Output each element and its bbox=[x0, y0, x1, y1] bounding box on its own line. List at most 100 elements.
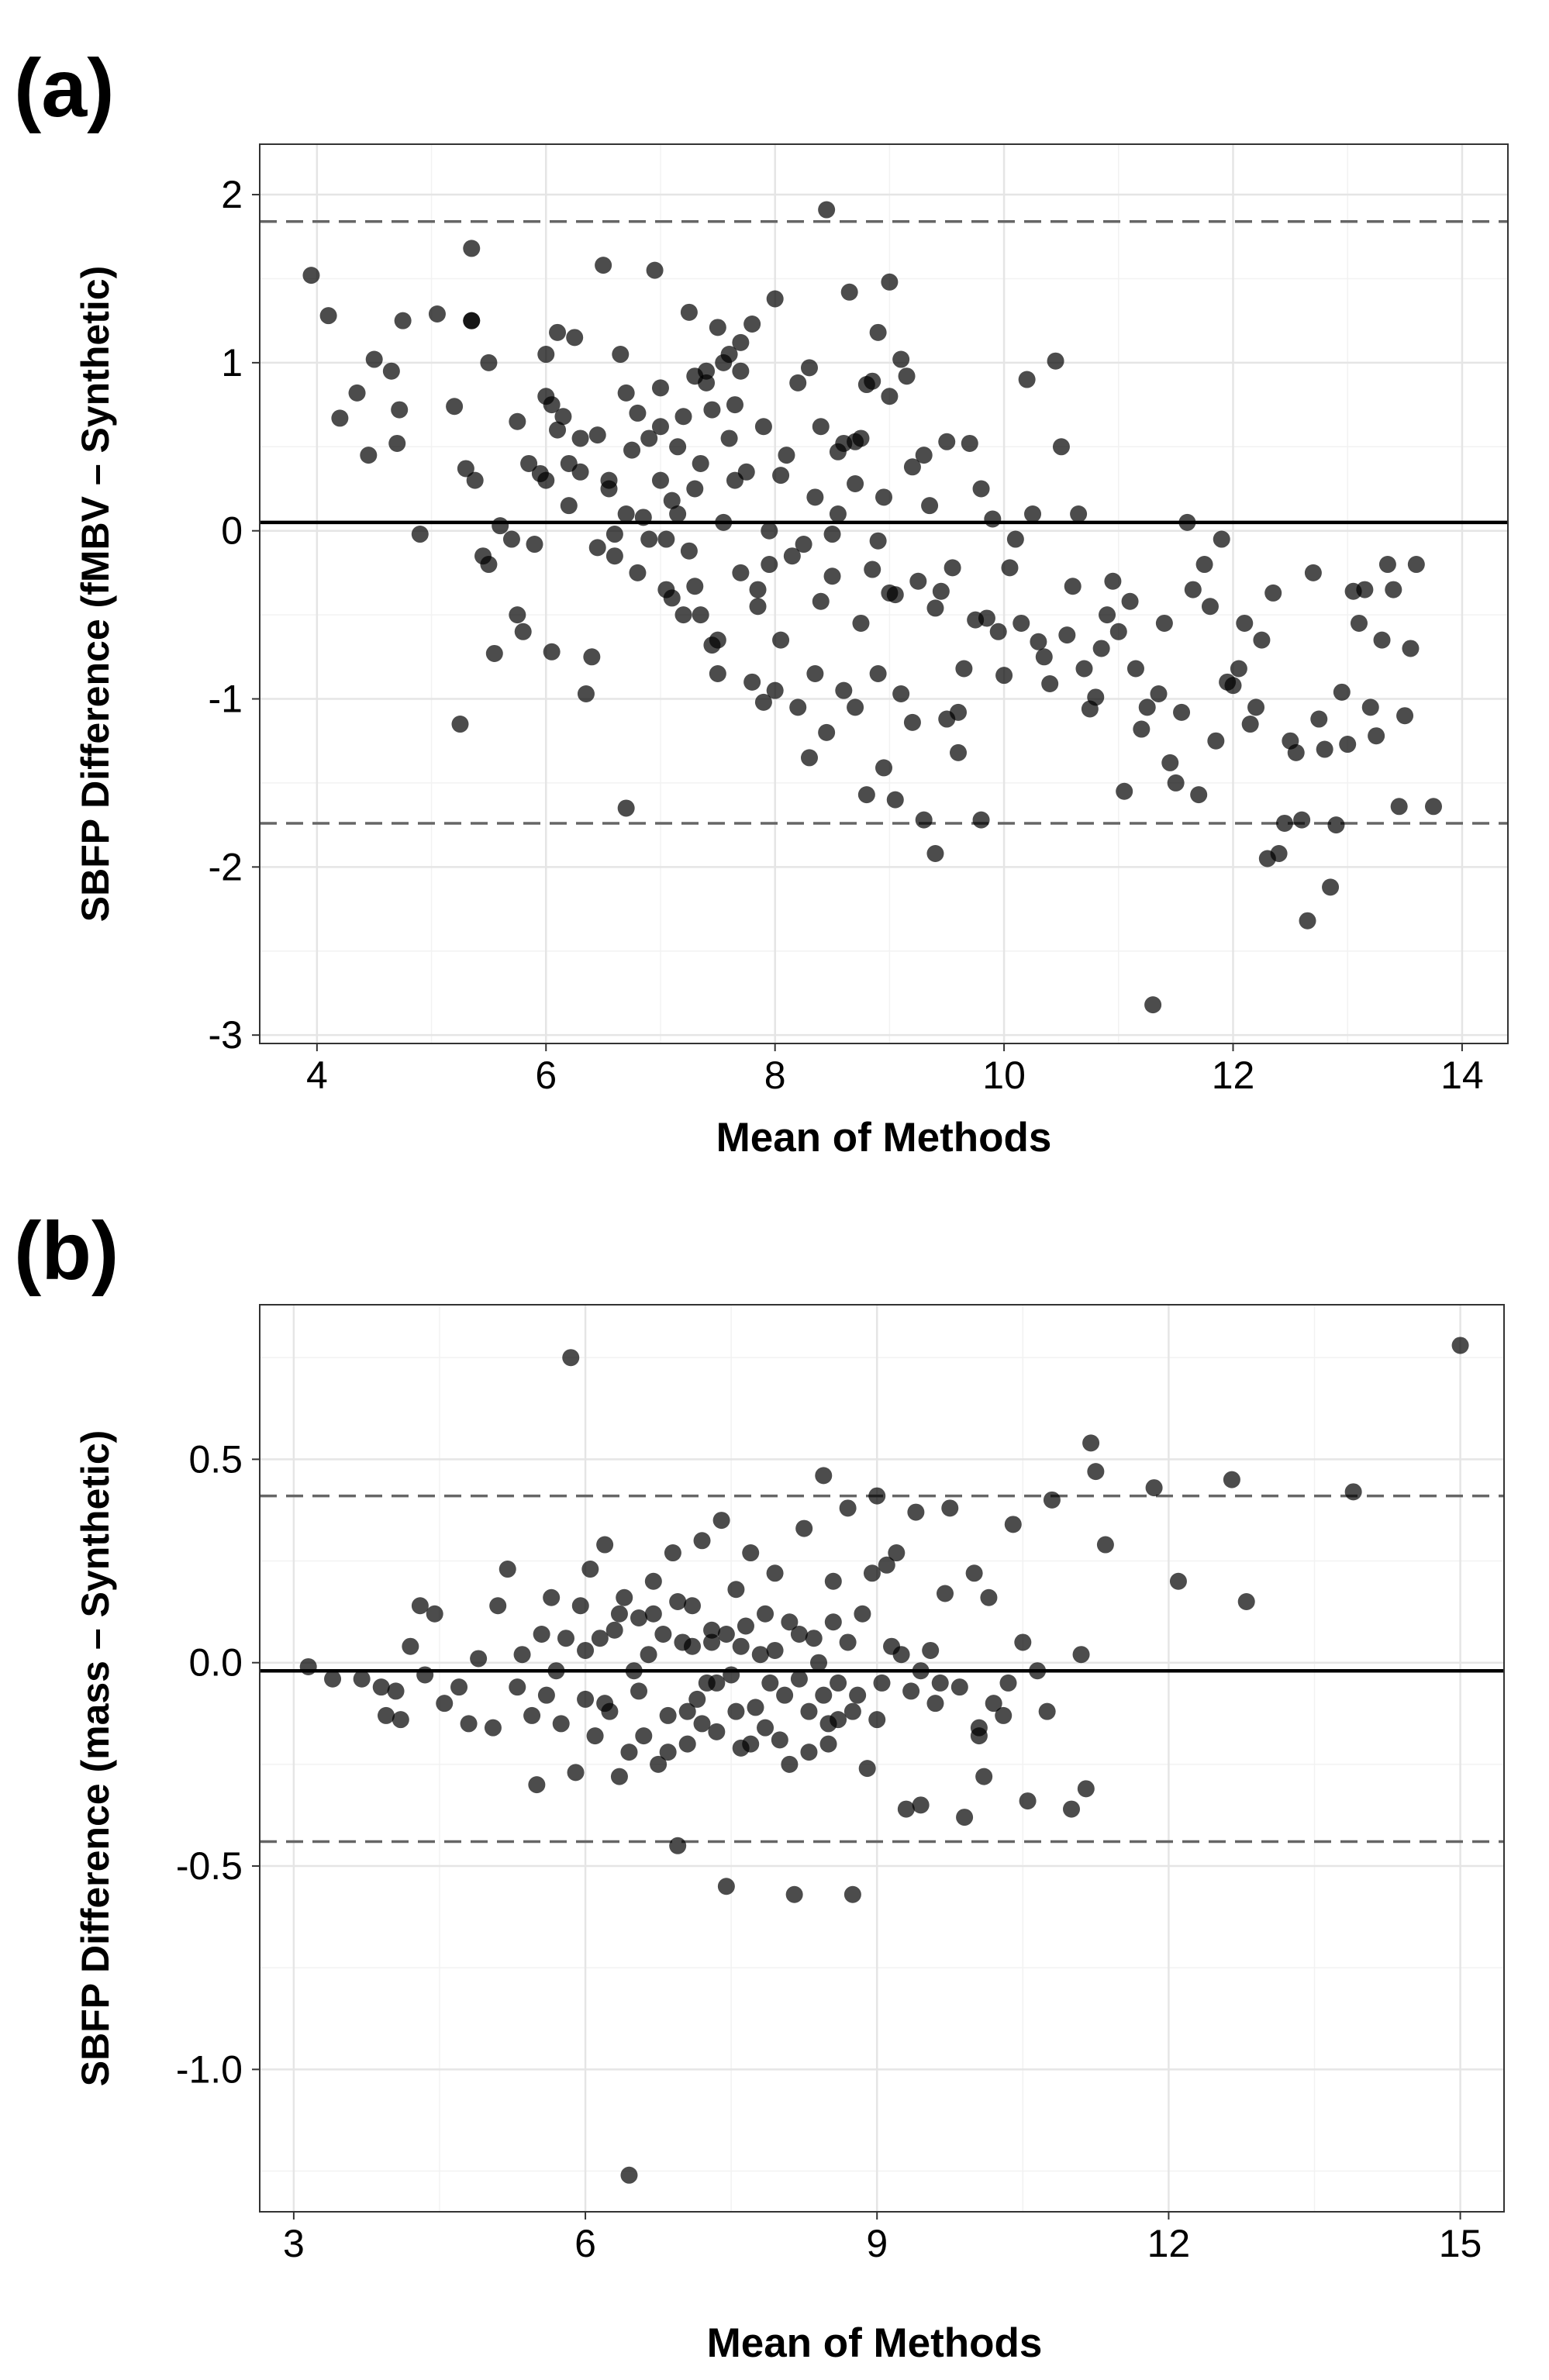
a-data-point bbox=[1178, 513, 1196, 531]
a-data-point bbox=[502, 530, 520, 548]
b-data-point bbox=[805, 1630, 823, 1647]
a-data-point bbox=[686, 480, 704, 498]
a-data-point bbox=[331, 409, 349, 427]
b-data-point bbox=[956, 1809, 974, 1826]
a-data-point bbox=[1018, 371, 1036, 388]
a-data-point bbox=[915, 447, 933, 464]
b-data-point bbox=[843, 1702, 861, 1720]
b-data-point bbox=[824, 1572, 842, 1590]
a-data-point bbox=[795, 536, 812, 554]
a-data-point bbox=[543, 396, 561, 414]
a-data-point bbox=[411, 526, 429, 543]
a-data-point bbox=[926, 844, 944, 862]
b-data-point bbox=[1077, 1780, 1095, 1798]
b-data-point bbox=[985, 1695, 1002, 1713]
a-data-point bbox=[583, 648, 601, 666]
b-data-point bbox=[693, 1532, 711, 1550]
a-data-point bbox=[1293, 811, 1311, 829]
b-data-point bbox=[1082, 1434, 1100, 1452]
b-data-point bbox=[931, 1674, 949, 1692]
b-data-point bbox=[577, 1690, 595, 1708]
a-data-point bbox=[1087, 688, 1105, 706]
a-data-point bbox=[1047, 352, 1064, 370]
b-data-point bbox=[654, 1625, 672, 1643]
a-data-point bbox=[509, 606, 526, 624]
a-data-point bbox=[588, 539, 606, 557]
b-data-point bbox=[581, 1561, 599, 1578]
b-data-point bbox=[912, 1796, 930, 1814]
a-data-point bbox=[829, 505, 847, 523]
panel-b-x-axis-title: Mean of Methods bbox=[707, 2320, 1043, 2366]
b-data-point bbox=[781, 1613, 799, 1631]
a-data-point bbox=[1390, 798, 1408, 816]
a-data-point bbox=[1350, 614, 1368, 632]
a-data-point bbox=[1092, 640, 1110, 657]
a-data-point bbox=[388, 434, 406, 452]
b-y-tick-label: 0.0 bbox=[188, 1641, 243, 1685]
b-data-point bbox=[460, 1715, 478, 1733]
a-data-point bbox=[629, 564, 647, 581]
a-data-point bbox=[955, 660, 973, 678]
a-data-point bbox=[938, 710, 956, 728]
a-data-point bbox=[1190, 786, 1208, 804]
b-data-point bbox=[426, 1605, 443, 1623]
b-data-point bbox=[843, 1885, 861, 1903]
b-y-tick-label: 0.5 bbox=[188, 1437, 243, 1481]
b-data-point bbox=[723, 1666, 740, 1684]
a-data-point bbox=[823, 526, 841, 543]
a-data-point bbox=[1013, 614, 1030, 632]
a-data-point bbox=[812, 418, 830, 436]
b-data-point bbox=[620, 2166, 638, 2184]
a-y-tick-label: -3 bbox=[209, 1013, 243, 1057]
a-data-point bbox=[1099, 606, 1116, 624]
a-data-point bbox=[669, 438, 687, 456]
b-data-point bbox=[888, 1544, 906, 1562]
b-data-point bbox=[800, 1702, 818, 1720]
a-y-tick-label: -1 bbox=[209, 678, 243, 721]
a-data-point bbox=[1368, 727, 1385, 745]
b-x-tick-label: 3 bbox=[283, 2222, 305, 2265]
b-data-point bbox=[610, 1605, 628, 1623]
b-data-point bbox=[941, 1499, 959, 1517]
a-data-point bbox=[1356, 581, 1374, 598]
b-data-point bbox=[513, 1646, 531, 1664]
a-data-point bbox=[1064, 578, 1082, 595]
a-data-point bbox=[457, 460, 474, 478]
a-x-tick-label: 12 bbox=[1212, 1054, 1255, 1097]
a-data-point bbox=[1006, 530, 1024, 548]
panel-a-y-ticks: 2 1 0 -1 -2 -3 bbox=[209, 173, 260, 1057]
a-data-point bbox=[686, 578, 704, 595]
b-data-point bbox=[727, 1702, 745, 1720]
a-data-point bbox=[1396, 707, 1414, 725]
a-data-point bbox=[783, 547, 801, 565]
b-data-point bbox=[1223, 1471, 1240, 1488]
a-data-point bbox=[806, 664, 824, 682]
b-data-point bbox=[372, 1678, 390, 1696]
a-y-tick-label: 2 bbox=[221, 173, 243, 216]
a-data-point bbox=[674, 408, 692, 426]
a-data-point bbox=[600, 471, 618, 489]
b-data-point bbox=[868, 1487, 886, 1505]
a-data-point bbox=[938, 433, 956, 450]
panel-a: (a) 4 6 8 10 12 14 210-1-2-3 Mean of Methods … bbox=[14, 43, 1509, 1161]
b-data-point bbox=[815, 1467, 833, 1485]
a-data-point bbox=[588, 426, 606, 444]
a-data-point bbox=[944, 559, 961, 577]
a-data-point bbox=[961, 434, 978, 452]
a-data-point bbox=[485, 644, 503, 662]
b-data-point bbox=[610, 1768, 628, 1785]
b-data-point bbox=[644, 1605, 662, 1623]
b-data-point bbox=[552, 1715, 570, 1733]
a-data-point bbox=[921, 497, 939, 515]
b-data-point bbox=[999, 1674, 1017, 1692]
a-data-point bbox=[950, 743, 968, 761]
a-data-point bbox=[1299, 912, 1316, 930]
a-data-point bbox=[1236, 614, 1254, 632]
a-data-point bbox=[847, 474, 864, 492]
a-y-tick-label: -2 bbox=[209, 845, 243, 888]
a-data-point bbox=[703, 401, 721, 419]
a-data-point bbox=[1241, 716, 1259, 733]
b-data-point bbox=[596, 1695, 614, 1713]
a-data-point bbox=[634, 509, 652, 526]
a-data-point bbox=[892, 350, 910, 368]
